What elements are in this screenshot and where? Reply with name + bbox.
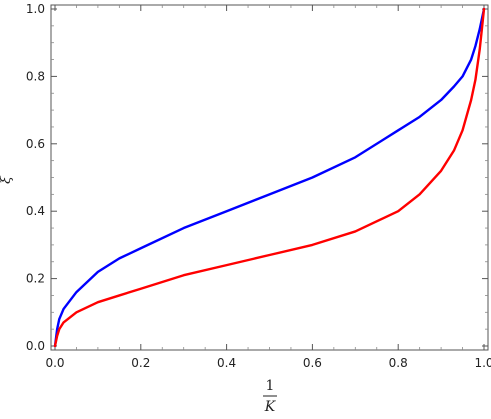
y-tick-label: 0.0 <box>26 339 45 353</box>
x-tick-label: 1.0 <box>474 356 491 370</box>
x-tick-label: 0.6 <box>303 356 322 370</box>
x-tick-label: 0.4 <box>217 356 236 370</box>
x-tick-label: 0.2 <box>131 356 150 370</box>
series-line-blue <box>53 7 486 348</box>
tick-labels: 0.0 0.2 0.4 0.6 0.8 1.0 0.0 0.2 0.4 0.6 0.8 1.0 <box>26 2 491 370</box>
y-tick-label: 1.0 <box>26 2 45 16</box>
y-tick-label: 0.6 <box>26 137 45 151</box>
x-tick-label: 0.8 <box>389 356 408 370</box>
x-axis-label-numerator: 1 <box>266 378 275 394</box>
series-line-red <box>53 7 486 348</box>
series-layer <box>53 7 486 348</box>
y-tick-label: 0.4 <box>26 204 45 218</box>
y-tick-label: 0.8 <box>26 69 45 83</box>
axis-ticks <box>51 5 488 350</box>
x-axis-label-denominator: K <box>264 399 277 415</box>
plot-frame <box>50 4 489 351</box>
y-axis-label: ξ <box>0 175 14 184</box>
x-tick-label: 0.0 <box>45 356 64 370</box>
y-tick-label: 0.2 <box>26 272 45 286</box>
